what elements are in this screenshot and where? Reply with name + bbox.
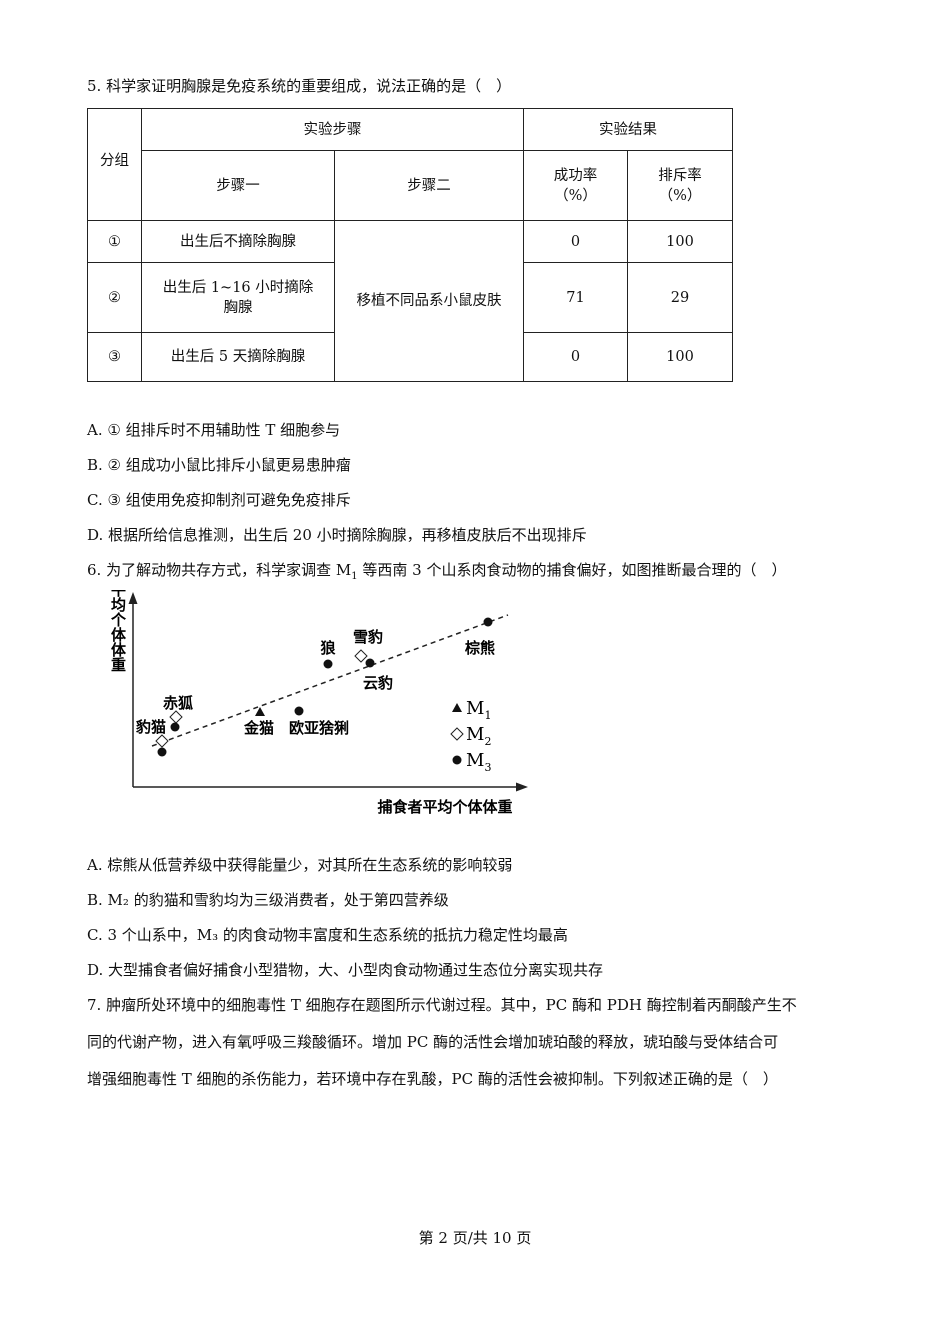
q5-option-b: B. ② 组成功小鼠比排斥小鼠更易患肿瘤 — [87, 456, 351, 474]
header-success: 成功率 （%） — [523, 150, 628, 221]
q6-option-d: D. 大型捕食者偏好捕食小型猎物，大、小型肉食动物通过生态位分离实现共存 — [87, 961, 604, 979]
legend-dot-icon — [452, 755, 462, 765]
svg-text:M2: M2 — [466, 724, 491, 748]
legend-diamond-icon — [450, 727, 464, 741]
cell-success: 0 — [523, 332, 628, 382]
svg-text:M3: M3 — [466, 750, 491, 774]
cell-group: ③ — [87, 332, 142, 382]
cell-group: ① — [87, 220, 142, 263]
q6-option-b: B. M₂ 的豹猫和雪豹均为三级消费者，处于第四营养级 — [87, 891, 449, 909]
q6-option-a: A. 棕熊从低营养级中获得能量少，对其所在生态系统的影响较弱 — [87, 856, 513, 874]
q5-option-d: D. 根据所给信息推测，出生后 20 小时摘除胸腺，再移植皮肤后不出现排斥 — [87, 526, 587, 544]
point-clouded-leopard — [365, 658, 375, 668]
header-reject: 排斥率 （%） — [627, 150, 733, 221]
point-lynx — [294, 706, 304, 716]
legend: M1 M2 M3 — [450, 698, 491, 774]
q7-line-2: 同的代谢产物，进入有氧呼吸三羧酸循环。增加 PC 酶的活性会增加琥珀酸的释放，琥… — [87, 1033, 779, 1051]
header-results: 实验结果 — [523, 108, 733, 151]
q6-stem: 6. 为了解动物共存方式，科学家调查 M1 等西南 3 个山系肉食动物的捕食偏好… — [87, 561, 787, 582]
y-axis-label: 猎物平均个体体重 — [109, 590, 127, 672]
header-step2: 步骤二 — [334, 150, 524, 221]
q6-option-c: C. 3 个山系中，M₃ 的肉食动物丰富度和生态系统的抵抗力稳定性均最高 — [87, 926, 568, 944]
header-step1: 步骤一 — [141, 150, 335, 221]
label-leopard-cat: 豹猫 — [135, 718, 166, 736]
point-snow-leopard — [354, 649, 368, 663]
label-red-fox: 赤狐 — [163, 694, 193, 712]
x-axis-label: 捕食者平均个体体重 — [377, 798, 512, 816]
legend-triangle-icon — [452, 703, 462, 712]
cell-step1: 出生后不摘除胸腺 — [141, 220, 335, 263]
table-row: ② 出生后 1~16 小时摘除胸腺 71 29 — [87, 262, 733, 333]
cell-success: 71 — [523, 262, 628, 333]
label-brown-bear: 棕熊 — [465, 639, 495, 657]
q5-option-c: C. ③ 组使用免疫抑制剂可避免免疫排斥 — [87, 491, 351, 509]
point-leopard-cat-m3 — [170, 722, 180, 732]
label-golden-cat: 金猫 — [243, 719, 274, 737]
trend-line — [151, 614, 509, 747]
point-wolf — [323, 659, 333, 669]
cell-reject: 100 — [627, 220, 733, 263]
svg-text:M1: M1 — [466, 698, 491, 722]
cell-step1: 出生后 1~16 小时摘除胸腺 — [141, 262, 335, 333]
point-red-fox — [169, 710, 183, 724]
label-wolf: 狼 — [320, 639, 336, 657]
table-row: ① 出生后不摘除胸腺 移植不同品系小鼠皮肤 0 100 — [87, 220, 733, 382]
svg-text:猎物平均个体体重: 猎物平均个体体重 — [109, 590, 127, 672]
cell-reject: 100 — [627, 332, 733, 382]
q5-option-a: A. ① 组排斥时不用辅助性 T 细胞参与 — [87, 421, 341, 439]
q5-stem: 5. 科学家证明胸腺是免疫系统的重要组成，说法正确的是（ ） — [87, 77, 512, 95]
header-steps: 实验步骤 — [141, 108, 524, 151]
cell-group: ② — [87, 262, 142, 333]
q7-line-1: 7. 肿瘤所处环境中的细胞毒性 T 细胞存在题图所示代谢过程。其中，PC 酶和 … — [87, 996, 797, 1014]
label-clouded-leopard: 云豹 — [363, 674, 393, 692]
label-lynx: 欧亚猞猁 — [289, 719, 349, 737]
cell-success: 0 — [523, 220, 628, 263]
table-row: ③ 出生后 5 天摘除胸腺 0 100 — [87, 332, 733, 382]
label-snow-leopard: 雪豹 — [353, 628, 383, 646]
point-brown-bear — [483, 617, 493, 627]
point-leopard-cat-m2 — [155, 734, 169, 748]
cell-step1: 出生后 5 天摘除胸腺 — [141, 332, 335, 382]
cell-reject: 29 — [627, 262, 733, 333]
page-footer: 第 2 页/共 10 页 — [418, 1229, 532, 1247]
q6-figure: 猎物平均个体体重 捕食者平均个体体重 棕熊 狼 雪豹 云豹 赤狐 豹猫 金猫 欧… — [109, 590, 528, 816]
q5-table: 分组 实验步骤 实验结果 步骤一 步骤二 成功率 （%） 排斥率 （%） ① 出生后… — [87, 108, 733, 382]
cell-step2: 移植不同品系小鼠皮肤 — [334, 220, 524, 382]
point-golden-cat — [255, 707, 265, 716]
header-group: 分组 — [87, 108, 142, 221]
q7-line-3: 增强细胞毒性 T 细胞的杀伤能力，若环境中存在乳酸，PC 酶的活性会被抑制。下列… — [87, 1070, 778, 1088]
point-m3-low — [157, 747, 167, 757]
